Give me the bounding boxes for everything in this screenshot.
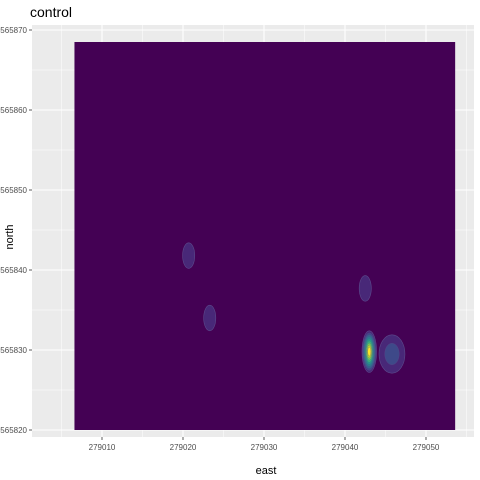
y-axis-title: north	[4, 224, 16, 249]
blob-2	[203, 304, 217, 332]
density-contour	[182, 242, 196, 269]
y-tick-label: 4565860	[0, 106, 28, 115]
x-tick-label: 279050	[413, 443, 440, 452]
density-contour	[358, 275, 372, 302]
y-tick-label: 4565870	[0, 26, 28, 35]
blob-1	[182, 242, 196, 269]
density-background	[74, 42, 456, 430]
density-contour	[367, 346, 372, 357]
density-contour	[203, 304, 217, 332]
y-tick-label: 4565850	[0, 186, 28, 195]
y-tick-label: 4565820	[0, 426, 28, 435]
density-contour	[384, 343, 400, 365]
hotspot-tail	[378, 334, 406, 374]
density-layer	[74, 42, 456, 430]
x-tick-label: 279030	[251, 443, 278, 452]
chart-title: control	[30, 4, 72, 20]
x-tick-label: 279010	[89, 443, 116, 452]
y-tick-label: 4565830	[0, 346, 28, 355]
y-axis-ticks: 4565820 4565830 4565840 4565850 4565860 45658…	[0, 26, 32, 435]
x-axis-title: east	[256, 465, 277, 477]
blob-3	[358, 275, 372, 302]
x-axis-ticks: 279010 279020 279030 279040 279050	[89, 437, 440, 452]
main-hotspot	[361, 330, 377, 373]
y-tick-label: 4565840	[0, 266, 28, 275]
x-tick-label: 279040	[332, 443, 359, 452]
x-tick-label: 279020	[170, 443, 197, 452]
